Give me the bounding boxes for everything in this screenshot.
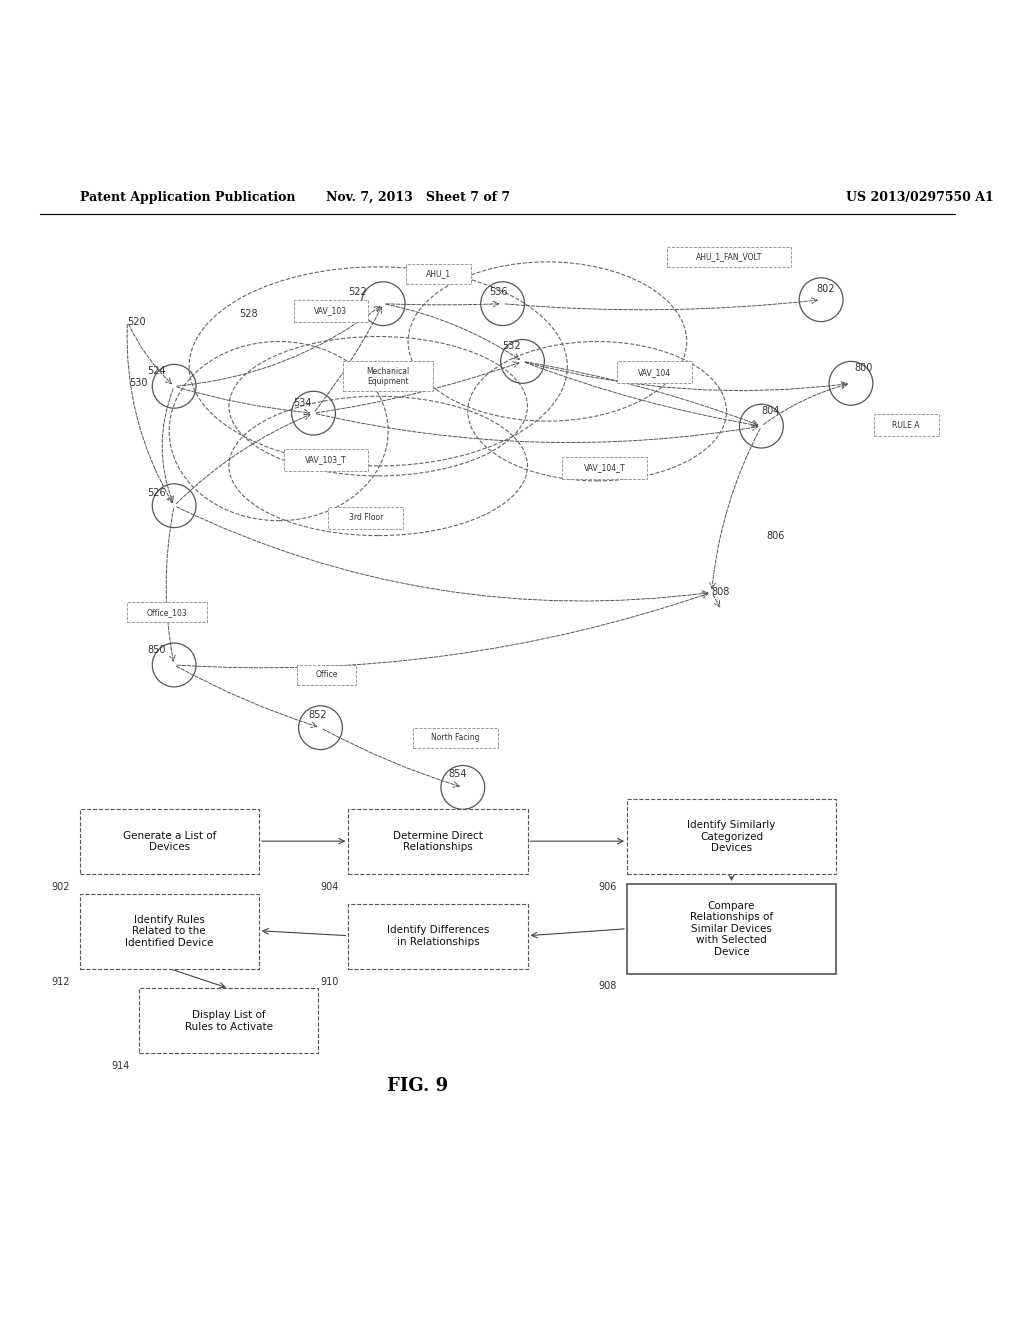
Text: 914: 914 [111,1061,129,1071]
FancyBboxPatch shape [80,894,259,969]
Text: 808: 808 [712,587,730,598]
FancyBboxPatch shape [348,904,527,969]
FancyBboxPatch shape [294,300,369,322]
FancyBboxPatch shape [343,362,433,391]
Text: North Facing: North Facing [431,733,479,742]
FancyBboxPatch shape [284,449,369,471]
FancyBboxPatch shape [348,809,527,874]
Text: 530: 530 [129,379,147,388]
Text: AHU_1_FAN_VOLT: AHU_1_FAN_VOLT [696,252,762,261]
FancyBboxPatch shape [617,362,692,383]
Text: 904: 904 [321,882,338,892]
Text: 908: 908 [599,982,617,991]
FancyBboxPatch shape [562,457,647,479]
Text: 536: 536 [489,286,508,297]
FancyBboxPatch shape [627,884,836,974]
Text: RULE A: RULE A [893,421,920,429]
Text: 3rd Floor: 3rd Floor [348,513,383,523]
Text: AHU_1: AHU_1 [426,269,451,279]
Text: VAV_103: VAV_103 [314,306,347,315]
Text: 806: 806 [766,531,784,541]
FancyBboxPatch shape [873,414,939,436]
Text: 912: 912 [51,977,70,986]
Text: Identify Rules
Related to the
Identified Device: Identify Rules Related to the Identified… [125,915,213,948]
Text: 854: 854 [447,770,466,779]
Text: 802: 802 [816,284,835,294]
Text: Identify Similarly
Categorized
Devices: Identify Similarly Categorized Devices [687,820,776,853]
Text: Display List of
Rules to Activate: Display List of Rules to Activate [185,1010,273,1032]
Text: Office: Office [315,671,338,680]
FancyBboxPatch shape [80,809,259,874]
Text: 902: 902 [51,882,70,892]
Text: Compare
Relationships of
Similar Devices
with Selected
Device: Compare Relationships of Similar Devices… [690,900,773,957]
Text: VAV_104: VAV_104 [638,368,671,378]
Text: US 2013/0297550 A1: US 2013/0297550 A1 [846,190,993,203]
FancyBboxPatch shape [139,989,318,1053]
Text: 524: 524 [147,367,166,376]
FancyBboxPatch shape [329,507,403,528]
FancyBboxPatch shape [413,727,498,747]
Text: 800: 800 [854,363,872,374]
Text: 526: 526 [147,488,166,498]
Text: Nov. 7, 2013   Sheet 7 of 7: Nov. 7, 2013 Sheet 7 of 7 [326,190,510,203]
FancyBboxPatch shape [407,264,471,284]
Text: Mechanical
Equipment: Mechanical Equipment [367,367,410,385]
Text: 850: 850 [147,645,166,655]
Text: VAV_103_T: VAV_103_T [305,455,347,465]
Text: 528: 528 [239,309,257,318]
Text: Identify Differences
in Relationships: Identify Differences in Relationships [387,925,489,946]
Text: 906: 906 [599,882,617,892]
Text: VAV_104_T: VAV_104_T [584,463,626,473]
FancyBboxPatch shape [627,800,836,874]
FancyBboxPatch shape [667,247,792,267]
FancyBboxPatch shape [127,602,207,622]
Text: Office_103: Office_103 [146,607,187,616]
Text: 522: 522 [348,286,367,297]
Text: 534: 534 [294,399,312,408]
Text: Patent Application Publication: Patent Application Publication [80,190,295,203]
Text: Generate a List of
Devices: Generate a List of Devices [123,830,216,853]
Text: Determine Direct
Relationships: Determine Direct Relationships [393,830,483,853]
Text: 532: 532 [503,342,521,351]
Text: FIG 8C: FIG 8C [380,810,456,828]
Text: 804: 804 [762,407,779,416]
Text: 520: 520 [127,317,146,326]
FancyBboxPatch shape [297,665,356,685]
Text: FIG. 9: FIG. 9 [387,1077,449,1096]
Text: 852: 852 [308,710,327,719]
Text: 910: 910 [321,977,338,986]
